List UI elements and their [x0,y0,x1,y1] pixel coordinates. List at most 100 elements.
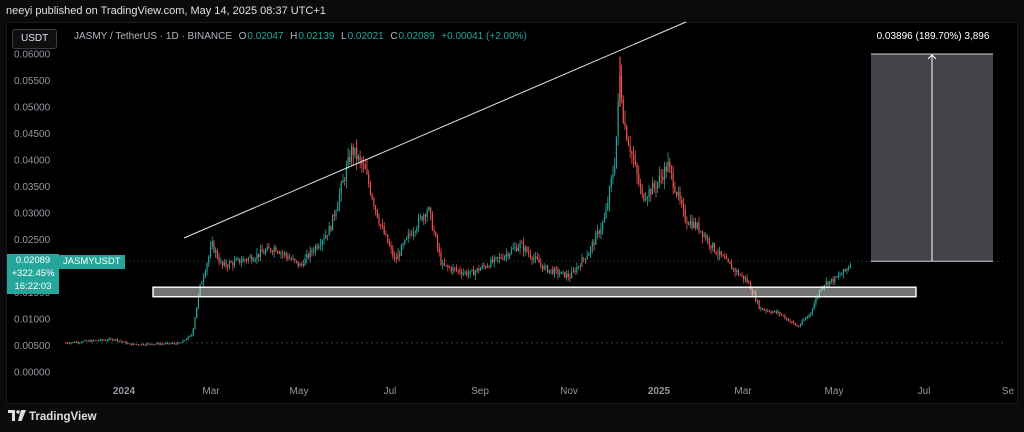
candle-body [345,166,347,181]
candle-body [314,246,316,252]
candle-body [282,252,284,254]
candle-body [225,262,227,267]
candle-body [686,221,688,224]
candle-body [485,266,487,268]
candle-body [722,255,724,257]
time-axis[interactable]: 2024 Mar May Jul Sep Nov 2025 Mar May Jul Se [113,386,1015,397]
candle-body [400,245,402,256]
candle-body [770,312,772,313]
symbol-name[interactable]: JASMY / TetherUS · 1D · BINANCE [74,31,233,42]
candle-body [579,266,581,268]
candle-body [660,175,662,177]
candle-body [342,180,344,183]
candle-body [246,259,248,261]
candle-body [731,263,733,270]
candle-body [801,320,803,325]
candle-body [127,343,129,345]
candle-body [359,156,361,160]
time-tick-label: May [825,386,844,397]
bar-countdown-tag: 16:22:03 [7,280,59,294]
candle-body [547,265,549,273]
candle-body [713,243,716,252]
candle-body [307,254,310,258]
candle-body [459,270,461,273]
candle-body [297,261,299,267]
candle-body [199,284,201,296]
candle-body [335,211,337,217]
candle-body [727,258,729,262]
candle-body [134,343,136,345]
candle-body [805,318,807,321]
candle-body [407,234,409,238]
candle-body [390,245,392,249]
candle-body [371,194,373,199]
candle-body [559,273,561,275]
candle-body [270,248,272,252]
candle-body [550,269,552,271]
candle-body [736,270,738,273]
candle-body [122,341,124,343]
time-tick-label: Se [1002,386,1015,397]
candle-body [751,289,753,294]
candle-body [574,270,576,273]
candle-body [725,258,728,260]
candle-body [311,250,313,252]
candle-body [419,216,421,218]
candle-body [479,268,482,271]
candle-body [622,99,624,123]
candle-body [634,160,636,165]
support-zone-rectangle [152,286,917,298]
candle-body [426,210,428,217]
candle-body [837,275,839,278]
candle-body [639,183,642,189]
candle-body [655,187,657,189]
candle-body [163,343,165,345]
candle-body [216,250,218,258]
candle-body [602,222,604,230]
candle-body [500,256,502,259]
candle-body [75,341,77,343]
candle-body [796,325,798,327]
tradingview-logo[interactable]: TradingView [8,410,97,424]
currency-button[interactable]: USDT [12,29,58,49]
change-value: +0.00041 (+2.00%) [441,31,527,42]
drawing-overlays [152,21,993,298]
close-value: 0.02089 [398,31,435,42]
candle-body [129,343,131,345]
time-tick-label: May [290,386,309,397]
time-tick-label: Jul [384,386,397,397]
candle-body [361,159,363,165]
candle-body [356,147,358,160]
price-axis[interactable]: 0.06000 0.05500 0.05000 0.04500 0.04000 0.035… [14,50,51,379]
chart-pane[interactable] [6,22,1018,404]
candle-body [161,343,163,345]
candle-body [565,273,568,278]
candle-body [631,152,633,155]
candle-body [201,282,203,285]
candle-body [96,340,98,342]
candle-body [507,253,509,257]
candle-body [706,238,709,240]
candle-body [636,164,638,175]
candle-body [251,256,253,262]
candle-body [729,261,731,264]
candle-body [227,266,229,268]
candle-body [827,281,829,285]
time-tick-label: 2024 [113,386,136,397]
candle-body [572,270,574,272]
candle-body [614,166,616,174]
candle-body [792,321,795,324]
candle-body [531,257,533,261]
candle-body [762,307,764,310]
brand-name: TradingView [29,411,97,424]
candle-body [153,344,155,346]
candle-body [108,338,110,341]
candle-body [156,343,158,345]
candle-body [784,315,786,319]
candle-body [562,271,564,273]
candle-body [672,172,674,188]
candle-body [486,266,488,268]
candle-body [206,263,208,272]
candle-body [98,340,100,342]
